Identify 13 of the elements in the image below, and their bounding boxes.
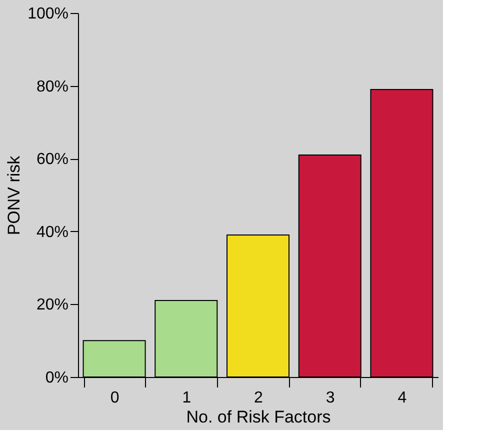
x-tick-label: 4	[398, 390, 407, 406]
x-axis-title: No. of Risk Factors	[186, 408, 331, 426]
y-tick-label: 60%	[36, 151, 68, 168]
y-tick-label: 80%	[36, 78, 68, 96]
y-tick-label: 100%	[28, 6, 68, 22]
y-tick-label: 0%	[45, 370, 68, 386]
y-tick-label: 20%	[36, 296, 68, 314]
y-tick-label: 40%	[36, 224, 68, 241]
x-tick-label: 1	[182, 390, 192, 406]
x-tick-label: 0	[110, 390, 120, 406]
x-tick-label: 3	[326, 390, 335, 406]
x-tick-label: 2	[254, 390, 264, 406]
y-axis-title: PONV risk	[4, 155, 24, 236]
